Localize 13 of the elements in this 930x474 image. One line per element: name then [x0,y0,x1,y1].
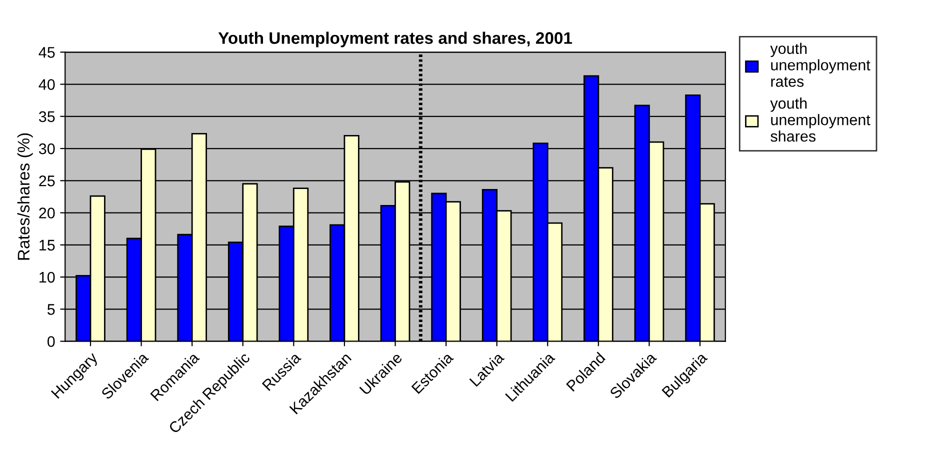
y-tick-label: 20 [39,208,55,218]
chart-title: Youth Unemployment rates and shares, 2001 [218,32,572,48]
y-tick-label: 35 [38,111,55,122]
y-tick-label: 5 [47,304,55,315]
y-tick-label: 25 [39,176,55,186]
y-axis-title: Rates/shares (%) [17,133,33,260]
legend-label: youth unemployment shares [770,98,870,142]
y-tick-label: 45 [38,47,55,58]
y-tick-label: 15 [40,240,55,251]
y-tick-label: 40 [38,79,55,90]
y-tick-label: 0 [47,336,55,347]
y-tick-label: 30 [38,143,55,154]
y-tick-label: 10 [40,272,55,283]
